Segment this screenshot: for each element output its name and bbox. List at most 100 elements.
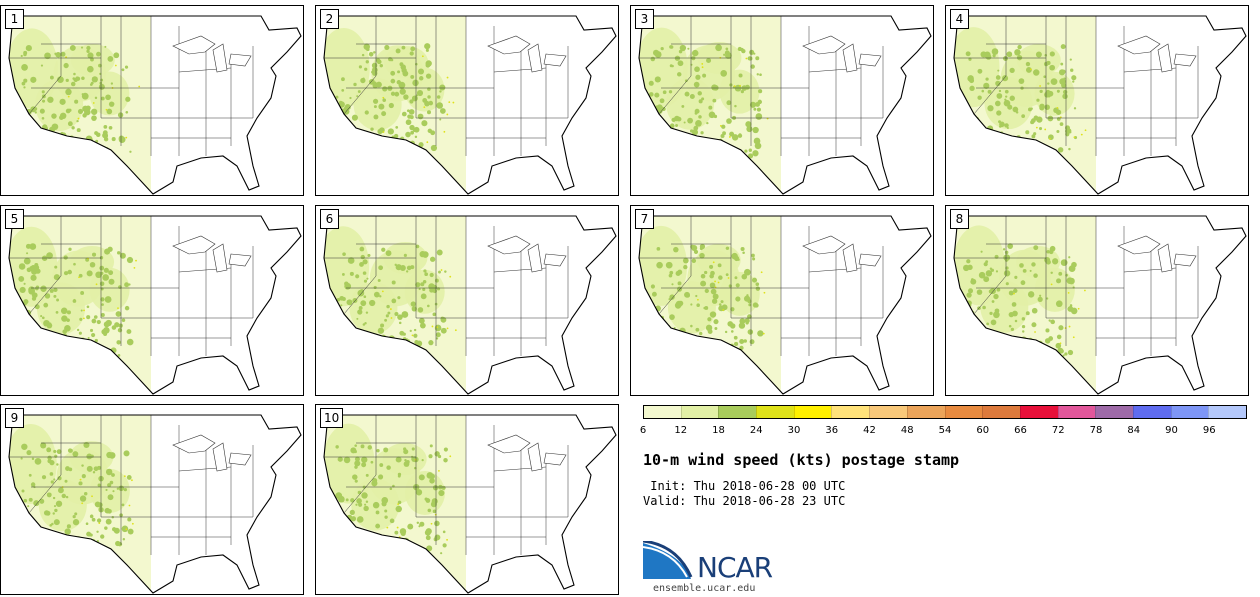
wind-field-18-24kt	[104, 296, 112, 303]
wind-field-18-24kt	[385, 314, 389, 318]
wind-field-18-24kt	[73, 262, 76, 266]
wind-field-18-24kt	[745, 121, 752, 128]
wind-field-18-24kt	[128, 283, 131, 286]
coastline	[8, 15, 302, 195]
wind-field-18-24kt	[699, 252, 705, 259]
wind-field-18-24kt	[966, 118, 970, 121]
wind-field-24-30kt	[397, 503, 400, 505]
wind-field-18-24kt	[733, 335, 738, 340]
ncar-logo-icon	[643, 541, 693, 579]
wind-field-18-24kt	[25, 243, 31, 249]
wind-field-18-24kt	[726, 118, 732, 124]
wind-field-18-24kt	[420, 293, 427, 300]
wind-field-18-24kt	[98, 147, 102, 150]
wind-field-18-24kt	[98, 83, 105, 90]
wind-field-18-24kt	[1039, 344, 1045, 351]
wind-field-18-24kt	[715, 44, 722, 52]
wind-field-18-24kt	[360, 444, 365, 449]
wind-field-18-24kt	[419, 549, 422, 553]
wind-field-18-24kt	[103, 327, 110, 334]
wind-field-18-24kt	[976, 289, 983, 295]
wind-field-18-24kt	[94, 96, 98, 100]
wind-field-18-24kt	[439, 84, 446, 91]
wind-field-18-24kt	[657, 132, 662, 137]
wind-field-18-24kt	[426, 472, 434, 479]
wind-field-18-24kt	[654, 51, 662, 58]
wind-field-24-30kt	[1080, 133, 1083, 136]
wind-field-18-24kt	[337, 132, 344, 139]
wind-field-18-24kt	[348, 329, 351, 333]
wind-field-18-24kt	[1012, 106, 1019, 113]
wind-field-18-24kt	[119, 252, 126, 259]
wind-field-18-24kt	[116, 340, 121, 345]
wind-field-18-24kt	[68, 146, 74, 152]
wind-field-18-24kt	[694, 111, 698, 115]
wind-field-18-24kt	[358, 65, 362, 69]
wind-field-18-24kt	[712, 98, 717, 103]
wind-field-18-24kt	[397, 500, 402, 505]
wind-field-18-24kt	[654, 92, 660, 98]
wind-field-18-24kt	[355, 503, 358, 506]
wind-field-18-24kt	[122, 538, 126, 541]
wind-field-24-30kt	[82, 317, 85, 320]
wind-field-18-24kt	[43, 138, 50, 144]
great-lakes	[172, 35, 252, 73]
wind-field-18-24kt	[1069, 58, 1072, 61]
wind-field-18-24kt	[430, 144, 438, 152]
wind-field-18-24kt	[747, 314, 752, 319]
wind-field-18-24kt	[709, 311, 717, 318]
wind-field-18-24kt	[1033, 69, 1040, 76]
wind-field-18-24kt	[669, 45, 673, 49]
wind-field-18-24kt	[95, 132, 101, 138]
wind-field-18-24kt	[970, 278, 977, 285]
wind-field-24-30kt	[719, 124, 722, 127]
wind-field-18-24kt	[25, 126, 32, 132]
colorbar-swatch	[1057, 406, 1096, 418]
wind-field-18-24kt	[748, 153, 754, 159]
state-border	[343, 474, 377, 514]
wind-field-18-24kt	[70, 81, 76, 87]
wind-field-18-24kt	[92, 348, 95, 351]
wind-field-18-24kt	[968, 288, 974, 294]
wind-field-18-24kt	[89, 348, 95, 355]
wind-field-18-24kt	[987, 105, 994, 112]
wind-field-24-30kt	[382, 96, 385, 99]
wind-field-18-24kt	[55, 310, 59, 314]
wind-field-18-24kt	[755, 286, 761, 291]
wind-field-18-24kt	[704, 306, 709, 310]
wind-field-18-24kt	[1033, 245, 1039, 251]
wind-field-18-24kt	[677, 281, 682, 286]
colorbar-swatch	[869, 406, 907, 418]
wind-field-18-24kt	[50, 480, 54, 484]
wind-field-18-24kt	[653, 330, 657, 334]
wind-field-18-24kt	[51, 533, 56, 539]
wind-field-18-24kt	[749, 339, 755, 345]
wind-field-18-24kt	[397, 296, 401, 300]
wind-field-18-24kt	[973, 326, 976, 330]
wind-field-18-24kt	[684, 79, 688, 83]
wind-field-18-24kt	[737, 46, 742, 52]
wind-field-18-24kt	[111, 473, 115, 477]
wind-field-18-24kt	[717, 263, 722, 268]
wind-field-18-24kt	[353, 351, 360, 358]
wind-field-18-24kt	[1004, 98, 1007, 101]
wind-field-18-24kt	[66, 542, 70, 545]
wind-field-18-24kt	[405, 270, 409, 273]
wind-field-18-24kt	[23, 78, 28, 83]
wind-field-18-24kt	[689, 129, 694, 133]
wind-field-18-24kt	[684, 91, 690, 97]
wind-field-18-24kt	[1048, 319, 1051, 322]
wind-field-18-24kt	[436, 95, 441, 99]
wind-field-18-24kt	[425, 73, 432, 79]
state-border	[28, 275, 62, 315]
wind-field-18-24kt	[443, 457, 448, 463]
wind-field-18-24kt	[1066, 128, 1072, 134]
wind-field-18-24kt	[64, 479, 68, 483]
wind-field-18-24kt	[390, 58, 394, 62]
wind-field-18-24kt	[349, 538, 356, 545]
wind-field-18-24kt	[97, 483, 101, 487]
wind-field-18-24kt	[357, 309, 363, 315]
wind-field-18-24kt	[353, 449, 357, 454]
wind-field-18-24kt	[59, 112, 67, 120]
wind-field-18-24kt	[708, 339, 713, 344]
